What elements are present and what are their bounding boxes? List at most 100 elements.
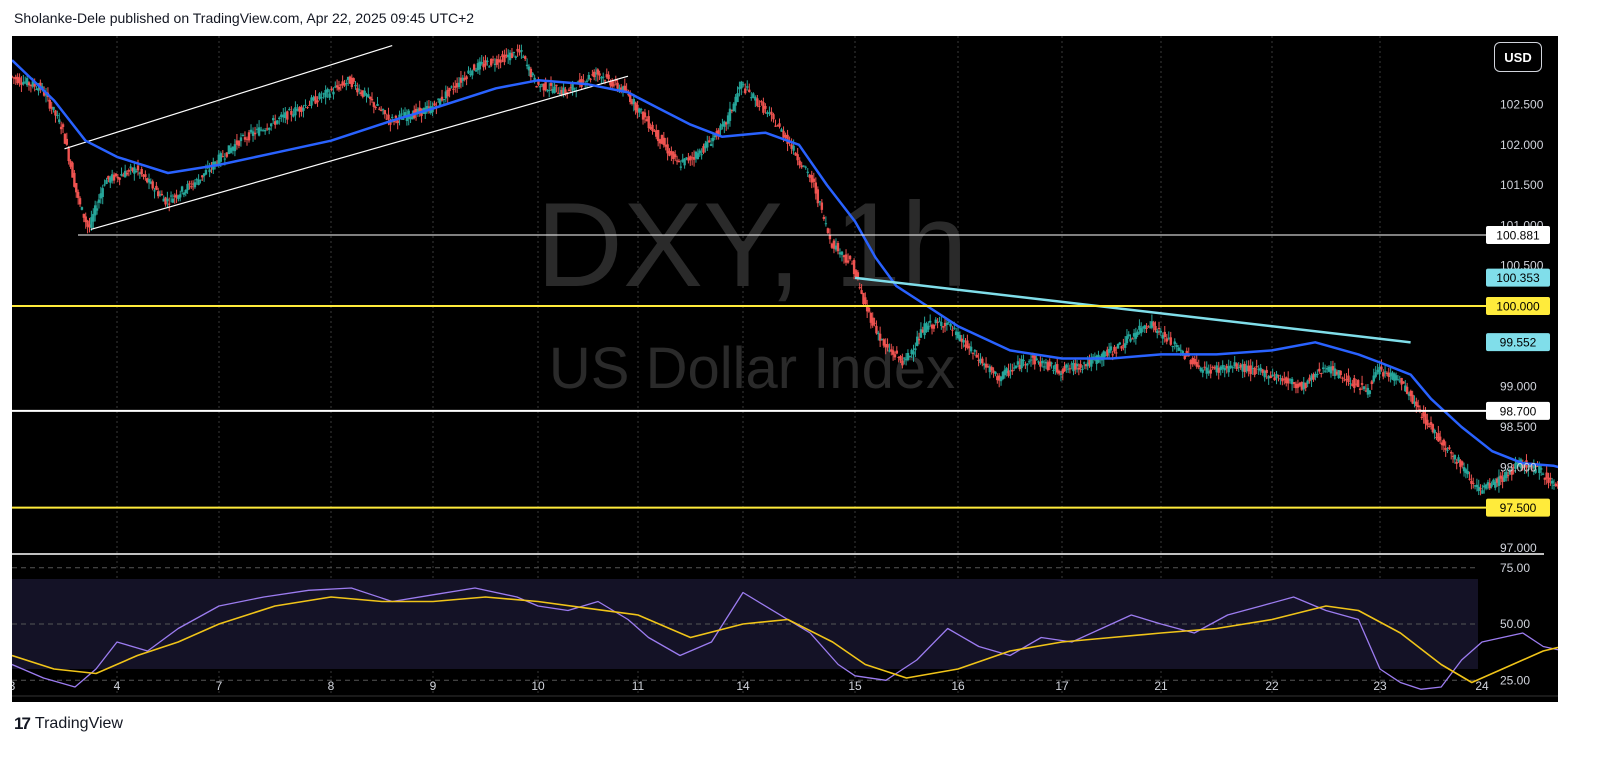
candle-body-538 [1027, 361, 1031, 363]
candle-body-25 [58, 119, 61, 123]
candle-body-797 [1516, 462, 1519, 465]
candle-body-728 [1389, 373, 1392, 377]
candle-body-348 [664, 144, 667, 147]
candle-body-644 [1225, 365, 1228, 369]
candle-body-426 [816, 189, 820, 204]
candle-body-770 [1466, 471, 1469, 475]
candle-body-383 [730, 110, 734, 112]
candle-body-498 [953, 327, 956, 329]
candle-body-145 [286, 111, 289, 120]
candle-body-158 [312, 97, 315, 101]
candle-body-78 [157, 191, 160, 197]
candle-body-268 [518, 51, 521, 53]
candle-body-732 [1396, 379, 1400, 381]
candle-body-703 [1341, 377, 1344, 379]
candle-body-235 [455, 83, 459, 88]
candle-body-575 [1095, 355, 1098, 364]
candle-body-232 [450, 86, 453, 88]
candle-body-278 [537, 79, 540, 85]
candle-body-635 [1207, 370, 1210, 374]
moving-average-line [12, 59, 1558, 469]
candle-body-499 [954, 331, 958, 336]
candle-body-129 [253, 132, 257, 135]
candle-body-376 [717, 130, 720, 137]
candle-body-566 [1079, 364, 1082, 368]
candle-body-148 [292, 114, 295, 117]
candle-body-717 [1368, 390, 1372, 394]
level-badge-98.700-bg [1486, 401, 1550, 420]
candle-body-307 [589, 78, 592, 80]
chart-panel[interactable]: DXY, 1h US Dollar Index 25.00 50.00 75.00 97.… [12, 36, 1558, 702]
candle-body-444 [852, 260, 856, 275]
candle-body-750 [1429, 422, 1433, 426]
candle-body-238 [461, 77, 465, 81]
candle-body-131 [257, 127, 261, 136]
candle-body-21 [50, 106, 53, 109]
candle-body-125 [245, 138, 249, 140]
candle-body-618 [1173, 341, 1176, 345]
price-tick-99.000: 99.000 [1500, 380, 1537, 394]
candle-body-539 [1029, 359, 1033, 361]
candle-body-16 [41, 86, 44, 89]
candle-body-284 [548, 89, 551, 91]
candle-body-700 [1335, 371, 1338, 375]
candle-body-710 [1355, 383, 1358, 385]
candle-body-89 [177, 195, 180, 200]
candle-body-640 [1217, 367, 1220, 373]
candle-body-275 [531, 73, 534, 76]
candle-body-356 [679, 166, 683, 168]
time-label-16: 16 [951, 679, 965, 693]
candle-body-479 [917, 338, 921, 341]
price-tick-97.000: 97.000 [1500, 541, 1537, 555]
candle-body-813 [1545, 472, 1548, 479]
currency-button[interactable]: USD [1494, 42, 1542, 72]
candle-body-571 [1088, 359, 1091, 365]
candle-body-448 [860, 290, 863, 294]
candle-body-387 [738, 87, 741, 90]
candle-body-648 [1233, 362, 1236, 367]
candle-body-553 [1056, 364, 1059, 373]
candle-body-657 [1251, 368, 1254, 370]
candle-body-179 [352, 78, 355, 82]
candle-body-160 [316, 100, 319, 103]
candle-body-674 [1285, 377, 1288, 384]
candle-body-616 [1169, 337, 1172, 345]
candle-body-641 [1219, 366, 1222, 371]
candle-body-190 [372, 102, 376, 107]
candle-body-718 [1370, 381, 1373, 385]
candle-body-651 [1239, 364, 1242, 368]
candle-body-245 [474, 70, 478, 72]
candle-body-271 [523, 56, 527, 59]
candle-body-233 [452, 88, 455, 90]
candle-body-172 [339, 84, 342, 86]
candle-body-481 [921, 329, 924, 333]
tradingview-mark-icon: 17 [14, 714, 31, 733]
candle-body-143 [282, 114, 285, 118]
price-chart[interactable]: DXY, 1h US Dollar Index 25.00 50.00 75.00 97.… [12, 36, 1558, 702]
candle-body-564 [1075, 363, 1079, 367]
candle-body-370 [706, 141, 709, 148]
candle-body-150 [296, 109, 299, 111]
price-tick-102.500: 102.500 [1500, 97, 1544, 111]
candle-body-743 [1416, 405, 1420, 408]
candle-body-712 [1358, 388, 1362, 391]
candle-body-536 [1024, 364, 1027, 366]
candle-body-502 [960, 338, 963, 342]
candle-body-608 [1154, 325, 1157, 331]
candle-body-330 [630, 101, 634, 104]
candle-body-399 [762, 102, 765, 113]
price-tick-101.500: 101.500 [1500, 178, 1544, 192]
candle-body-645 [1227, 366, 1230, 373]
candle-body-730 [1393, 373, 1396, 381]
candle-body-746 [1422, 411, 1425, 417]
candle-body-738 [1407, 393, 1411, 396]
candle-body-753 [1435, 437, 1438, 439]
watermark-symbol: DXY, 1h [536, 178, 967, 312]
candle-body-628 [1193, 358, 1196, 364]
candle-body-423 [810, 175, 813, 183]
candle-body-81 [162, 198, 165, 202]
candle-body-545 [1041, 360, 1044, 364]
time-label-17: 17 [1055, 679, 1069, 693]
candle-body-95 [188, 183, 191, 185]
candle-body-331 [632, 98, 635, 105]
